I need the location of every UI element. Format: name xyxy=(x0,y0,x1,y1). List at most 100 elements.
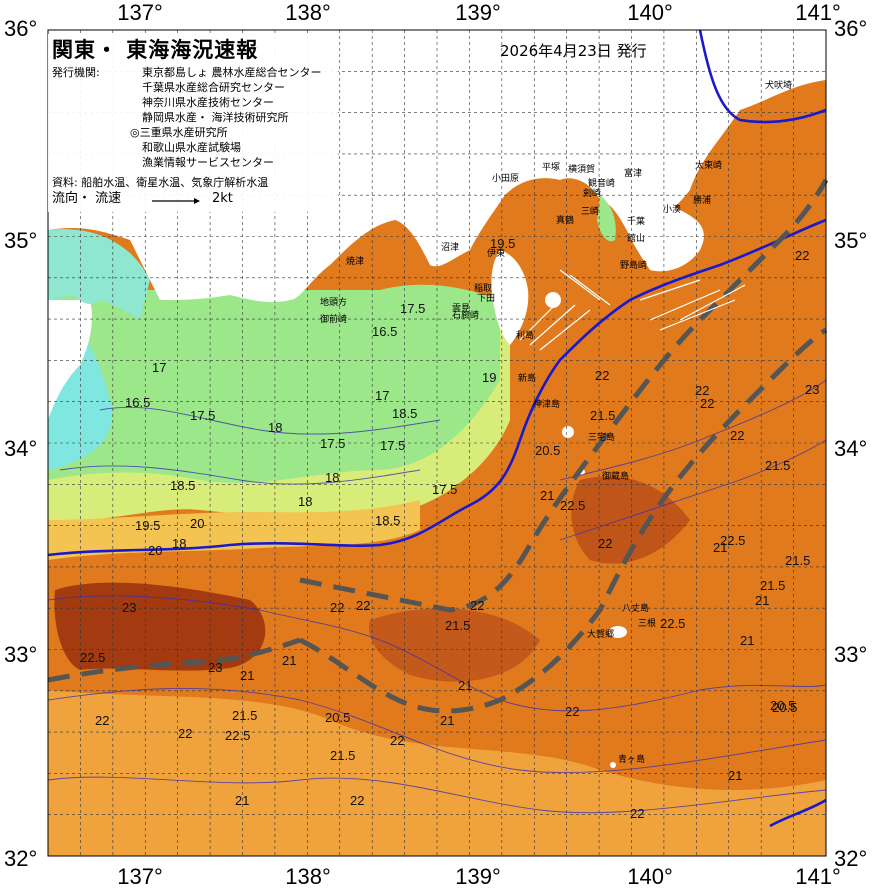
isotherm-label: 22 xyxy=(95,713,109,728)
place-label: 三宅島 xyxy=(588,431,615,443)
lon-label-bottom: 138° xyxy=(285,864,331,888)
isotherm-label: 18 xyxy=(268,420,282,435)
isotherm-label: 23 xyxy=(805,382,819,397)
isotherm-label: 18.5 xyxy=(170,478,195,493)
lat-label-left: 34° xyxy=(4,436,37,461)
legend-box xyxy=(48,34,338,212)
lat-label-right: 35° xyxy=(834,228,867,253)
lat-lon-grid xyxy=(48,30,826,856)
isotherm-labels: 16.51717.516.517.5171817.518.51817.51818… xyxy=(80,236,819,821)
isotherm-label: 22 xyxy=(356,598,370,613)
isotherm-label: 22.5 xyxy=(80,650,105,665)
isotherm-label: 21.5 xyxy=(330,748,355,763)
isotherm-label: 21 xyxy=(740,633,754,648)
isotherm-label: 20.5 xyxy=(535,443,560,458)
cool-water xyxy=(48,284,500,483)
lat-label-left: 32° xyxy=(4,846,37,871)
place-label: 大賀郷 xyxy=(587,628,614,640)
issuers-label: 発行機関: xyxy=(52,66,100,79)
isotherm-label: 20 xyxy=(190,516,204,531)
place-label: 焼津 xyxy=(346,256,364,267)
hot-core-east xyxy=(571,476,690,564)
place-label: 神津島 xyxy=(533,398,560,410)
place-label: 横須賀 xyxy=(568,163,595,175)
lat-label-right: 36° xyxy=(834,16,867,41)
isotherm-label: 22 xyxy=(470,598,484,613)
isotherm-label: 21.5 xyxy=(232,708,257,723)
issue-date: 2026年4月23日 発行 xyxy=(500,42,647,60)
isotherm-label: 19.5 xyxy=(135,518,160,533)
lon-label-bottom: 137° xyxy=(117,864,163,888)
isotherm-label: 22 xyxy=(330,600,344,615)
lat-label-right: 32° xyxy=(834,846,867,871)
isotherm-label: 20.5 xyxy=(770,698,795,713)
place-label: 伊東 xyxy=(487,247,505,259)
isotherm-label: 21 xyxy=(755,593,769,608)
land-boso xyxy=(620,187,704,272)
isotherm-label: 20 xyxy=(148,543,162,558)
place-label: 利島 xyxy=(516,329,534,341)
place-label: 千葉 xyxy=(627,215,645,227)
isotherm-label: 18.5 xyxy=(375,513,400,528)
place-label: 雲見 xyxy=(452,303,470,314)
island-aogashima xyxy=(610,762,616,768)
place-label: 野島崎 xyxy=(620,259,647,271)
place-label: 青ヶ島 xyxy=(618,753,645,765)
isotherm-label: 22 xyxy=(595,368,609,383)
isotherm-label: 22 xyxy=(730,428,744,443)
map-title: 関東・ 東海海況速報 xyxy=(52,38,259,62)
isotherm-label: 21 xyxy=(282,653,296,668)
lat-label-right: 34° xyxy=(834,436,867,461)
island-oshima xyxy=(545,292,561,308)
isotherm-label: 17.5 xyxy=(320,436,345,451)
land-izu xyxy=(491,250,529,345)
lat-label-left: 33° xyxy=(4,642,37,667)
isotherm-label: 16.5 xyxy=(372,324,397,339)
isotherm-label: 21 xyxy=(458,678,472,693)
isotherm-label: 21.5 xyxy=(445,618,470,633)
place-label: 稲取 xyxy=(474,282,492,294)
place-label: 剣崎 xyxy=(583,187,601,199)
place-label: 太東崎 xyxy=(695,159,722,171)
place-label: 御前崎 xyxy=(320,313,347,325)
isotherm-label: 17.5 xyxy=(432,482,457,497)
isotherm-label: 22.5 xyxy=(560,498,585,513)
lon-label-bottom: 139° xyxy=(455,864,501,888)
isotherm-label: 21.5 xyxy=(760,578,785,593)
place-label: 八丈島 xyxy=(622,602,649,614)
issuer-item: 漁業情報サービスセンター xyxy=(142,156,274,169)
isotherm-label: 22 xyxy=(178,726,192,741)
lat-label-left: 36° xyxy=(4,16,37,41)
isotherm-label: 23 xyxy=(208,660,222,675)
isotherm-20-coast xyxy=(698,29,827,124)
isotherm-label: 16.5 xyxy=(125,395,150,410)
hot-core-center xyxy=(369,608,540,682)
isotherm-label: 18 xyxy=(298,494,312,509)
place-label: 三崎 xyxy=(581,205,599,217)
island-miyake xyxy=(562,426,574,438)
isotherm-label: 21.5 xyxy=(765,458,790,473)
place-label: 御蔵島 xyxy=(602,470,629,482)
place-label: 勝浦 xyxy=(693,194,711,206)
issuer-item: 静岡県水産・ 海洋技術研究所 xyxy=(142,111,289,124)
isotherm-20-line xyxy=(47,218,827,557)
isotherm-label: 21 xyxy=(440,713,454,728)
isotherm-label: 19.5 xyxy=(490,236,515,251)
place-label: 犬吠埼 xyxy=(765,79,792,91)
isotherm-label: 21 xyxy=(713,540,727,555)
isotherm-label: 18.5 xyxy=(392,406,417,421)
kuroshio-axis xyxy=(47,327,828,714)
place-label: 石廊崎 xyxy=(452,309,479,321)
isotherm-20-south xyxy=(769,798,827,828)
axis-labels: 137° 137° 138° 138° 139° 139° 140° 140° 141° 141°… xyxy=(4,0,867,888)
isotherm-label: 22 xyxy=(630,806,644,821)
isotherm-label: 21.5 xyxy=(590,408,615,423)
isotherm-label: 22 xyxy=(350,793,364,808)
lat-label-left: 35° xyxy=(4,228,37,253)
lon-label-bottom: 141° xyxy=(795,864,841,888)
isotherm-label: 22.5 xyxy=(660,616,685,631)
place-label: 小田原 xyxy=(492,173,519,184)
frame-border xyxy=(47,29,827,857)
isotherm-contours xyxy=(47,379,827,814)
